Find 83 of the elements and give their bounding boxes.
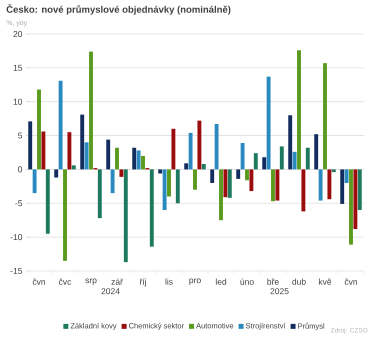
- y-tick-label: 5: [18, 132, 22, 139]
- bar: [67, 132, 72, 170]
- x-tick-label: led: [216, 278, 226, 285]
- bar: [46, 169, 50, 234]
- bar: [188, 132, 193, 170]
- x-tick-label: čvn: [344, 278, 358, 285]
- x-tick-label: čvc: [58, 278, 72, 285]
- chart-title: Česko: nové průmyslové objednávky (nominálně): [6, 4, 230, 15]
- bar: [214, 124, 219, 170]
- y-tick-label: 10: [14, 98, 22, 105]
- bar: [245, 169, 249, 180]
- bar: [80, 114, 84, 170]
- x-tick-label: lis: [166, 278, 173, 285]
- bar: [254, 153, 258, 170]
- x-tick-label: pro: [189, 278, 201, 285]
- x-tick-label: úno: [240, 278, 254, 285]
- bar: [63, 169, 67, 261]
- x-tick-label: říj: [140, 278, 146, 287]
- bar: [288, 115, 292, 170]
- bar: [136, 150, 141, 170]
- bar: [98, 169, 102, 218]
- bar: [297, 50, 301, 170]
- bar: [41, 132, 46, 170]
- bar: [228, 169, 232, 198]
- bar: [28, 121, 32, 170]
- bar: [344, 169, 349, 183]
- y-tick-label: 20: [13, 30, 22, 37]
- bar: [275, 169, 280, 201]
- bar: [306, 148, 310, 170]
- bar: [301, 169, 306, 212]
- bar: [72, 165, 76, 170]
- bar: [141, 156, 145, 170]
- bar: [89, 52, 93, 170]
- bar: [280, 146, 284, 170]
- bar: [249, 169, 254, 192]
- x-tick-label: bře: [267, 278, 279, 285]
- bar: [202, 164, 206, 170]
- bar: [167, 169, 171, 197]
- y-tick-label: -10: [10, 234, 22, 240]
- bar: [32, 169, 37, 194]
- bar: [106, 140, 110, 170]
- bar: [323, 63, 327, 170]
- y-tick-label: -15: [10, 268, 22, 274]
- bar: [58, 80, 63, 170]
- y-tick-label: -5: [15, 200, 22, 206]
- bar: [37, 90, 41, 170]
- bar: [292, 152, 297, 170]
- bar: [349, 169, 353, 245]
- bar: [132, 148, 136, 170]
- y-tick-label: 15: [14, 64, 22, 71]
- bar: [318, 169, 323, 201]
- bar: [327, 169, 332, 200]
- bar: [210, 169, 214, 183]
- text: 2025: [270, 288, 289, 294]
- bar: [171, 128, 176, 170]
- bar: [115, 148, 119, 170]
- bar: [176, 169, 180, 204]
- bar: [150, 169, 154, 247]
- bar: [240, 143, 245, 170]
- x-tick-label: kvě: [318, 278, 332, 285]
- text: 2024: [101, 288, 120, 294]
- x-tick-label: srp: [85, 278, 97, 285]
- bar: [110, 169, 115, 194]
- bar: [314, 134, 318, 170]
- y-tick-label: 0: [18, 166, 22, 172]
- bar: [223, 169, 228, 198]
- bar: [119, 169, 124, 177]
- bar: [197, 120, 202, 170]
- bar: [193, 169, 197, 190]
- bar: [184, 163, 188, 170]
- bar: [162, 169, 167, 210]
- bar: [353, 169, 358, 230]
- bar: [236, 169, 240, 179]
- bar: [124, 169, 128, 262]
- bar: [262, 157, 266, 170]
- bar: [340, 169, 344, 204]
- x-tick-label: zář: [111, 278, 124, 285]
- x-tick-label: čvn: [32, 278, 46, 285]
- x-tick-label: dub: [292, 278, 306, 285]
- bar: [84, 142, 89, 170]
- bar: [219, 169, 223, 220]
- bar: [271, 169, 275, 202]
- bar: [266, 76, 271, 170]
